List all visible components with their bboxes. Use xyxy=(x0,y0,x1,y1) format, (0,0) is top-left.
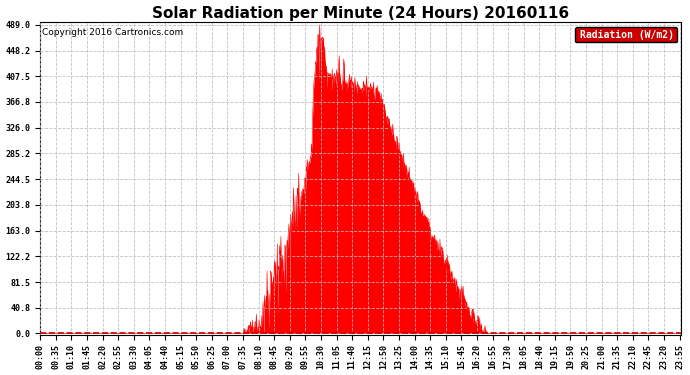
Legend: Radiation (W/m2): Radiation (W/m2) xyxy=(575,27,677,42)
Text: Copyright 2016 Cartronics.com: Copyright 2016 Cartronics.com xyxy=(41,28,183,37)
Title: Solar Radiation per Minute (24 Hours) 20160116: Solar Radiation per Minute (24 Hours) 20… xyxy=(152,6,569,21)
